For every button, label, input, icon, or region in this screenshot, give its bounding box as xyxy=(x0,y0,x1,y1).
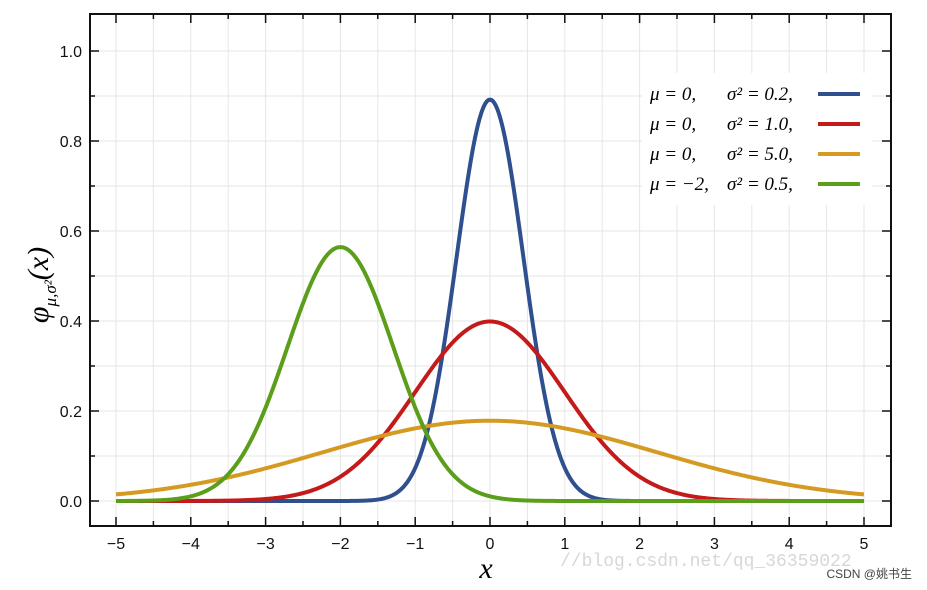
x-tick-label: −1 xyxy=(406,536,424,553)
y-tick-label: 0.4 xyxy=(60,314,82,331)
watermark: //blog.csdn.net/qq_36359022 xyxy=(560,552,852,572)
axis-ticks xyxy=(90,14,891,526)
x-tick-label: −4 xyxy=(182,536,200,553)
legend-sigma-label: σ² = 1.0, xyxy=(727,114,793,135)
legend-mu-label: μ = −2, xyxy=(649,174,709,195)
x-tick-label: −5 xyxy=(107,536,125,553)
y-axis-label-argument: (x) xyxy=(22,247,55,280)
y-tick-label: 0.6 xyxy=(60,224,82,241)
y-axis-label: φμ,σ²(x) xyxy=(22,247,60,323)
legend-mu-label: μ = 0, xyxy=(649,114,696,135)
x-tick-label: 5 xyxy=(860,536,869,553)
legend-sigma-label: σ² = 5.0, xyxy=(727,144,793,165)
x-tick-label: 1 xyxy=(560,536,569,553)
x-tick-label: 3 xyxy=(710,536,719,553)
legend-sigma-label: σ² = 0.5, xyxy=(727,174,793,195)
y-axis-label-symbol: φ xyxy=(22,306,55,323)
series-line xyxy=(115,418,865,497)
svg-text:φμ,σ²(x): φμ,σ²(x) xyxy=(22,247,60,323)
x-tick-labels: −5 −4 −3 −2 −1 0 1 2 3 4 5 xyxy=(107,536,869,553)
series-curves xyxy=(115,97,865,503)
x-tick-label: 4 xyxy=(785,536,794,553)
x-tick-label: −3 xyxy=(256,536,274,553)
legend-mu-label: μ = 0, xyxy=(649,144,696,165)
y-tick-label: 0.0 xyxy=(60,494,82,511)
legend-mu-label: μ = 0, xyxy=(649,84,696,105)
y-tick-label: 0.8 xyxy=(60,134,82,151)
x-tick-label: −2 xyxy=(331,536,349,553)
x-tick-label: 2 xyxy=(635,536,644,553)
y-tick-label: 1.0 xyxy=(60,44,82,61)
legend: μ = 0, σ² = 0.2, μ = 0, σ² = 1.0, μ = 0, σ² =… xyxy=(642,73,872,205)
legend-sigma-label: σ² = 0.2, xyxy=(727,84,793,105)
y-tick-labels: 0.0 0.2 0.4 0.6 0.8 1.0 xyxy=(60,44,82,511)
credit: CSDN @姚书生 xyxy=(826,567,912,581)
y-axis-label-subscript: μ,σ² xyxy=(41,279,60,307)
x-tick-label: 0 xyxy=(486,536,495,553)
y-tick-label: 0.2 xyxy=(60,404,82,421)
series-line xyxy=(115,245,865,503)
x-axis-label: x xyxy=(478,552,493,585)
